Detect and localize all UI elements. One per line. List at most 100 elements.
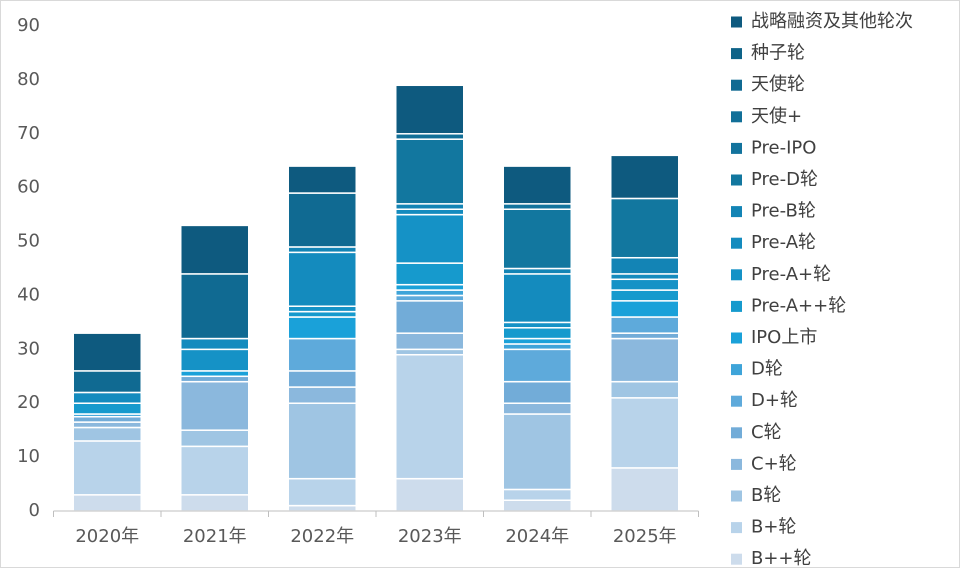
bar-segment bbox=[502, 348, 572, 383]
bar-segment bbox=[72, 332, 142, 372]
bar-segment bbox=[610, 332, 680, 340]
y-tick-label: 10 bbox=[17, 446, 40, 467]
bar-segment bbox=[395, 289, 465, 297]
bar-segment bbox=[610, 278, 680, 291]
bar-segment bbox=[610, 197, 680, 259]
legend-label: C+轮 bbox=[751, 453, 797, 474]
legend-label: C轮 bbox=[751, 422, 782, 443]
bar-segment bbox=[287, 246, 357, 254]
legend-label: Pre-IPO bbox=[751, 137, 816, 158]
bar-segment bbox=[287, 165, 357, 194]
y-tick-label: 70 bbox=[17, 123, 40, 144]
bar-segment bbox=[502, 488, 572, 501]
bar-segment bbox=[180, 429, 250, 448]
legend-swatch bbox=[731, 364, 742, 376]
bar-segment bbox=[180, 348, 250, 372]
legend-swatch bbox=[731, 522, 742, 534]
bar-segment bbox=[502, 321, 572, 329]
bar-segment bbox=[287, 402, 357, 480]
x-tick-label: 2024年 bbox=[505, 526, 569, 547]
bar-segment bbox=[395, 213, 465, 264]
bar-segment bbox=[395, 133, 465, 140]
bar-segment bbox=[287, 316, 357, 340]
y-tick-label: 20 bbox=[17, 392, 40, 413]
bar-segment bbox=[395, 353, 465, 480]
bar-segment bbox=[180, 445, 250, 496]
legend-label: Pre-B轮 bbox=[751, 201, 816, 222]
legend-label: IPO上市 bbox=[751, 327, 817, 348]
legend-label: Pre-D轮 bbox=[751, 169, 818, 190]
bar-segment bbox=[395, 283, 465, 291]
y-tick-label: 90 bbox=[17, 15, 40, 36]
bar-segment bbox=[395, 294, 465, 302]
legend-swatch bbox=[731, 48, 742, 60]
bar-segment bbox=[610, 300, 680, 318]
legend-label: Pre-A++轮 bbox=[751, 295, 846, 316]
y-tick-label: 50 bbox=[17, 231, 40, 252]
bar-segment bbox=[72, 440, 142, 496]
bar-segment bbox=[180, 370, 250, 378]
legend-swatch bbox=[731, 332, 742, 344]
bar-segment bbox=[72, 421, 142, 429]
bar-segment bbox=[502, 327, 572, 340]
bar-segment bbox=[502, 208, 572, 270]
bar-segment bbox=[72, 415, 142, 423]
legend-swatch bbox=[731, 458, 742, 470]
bar-segment bbox=[610, 289, 680, 302]
bar-segment bbox=[72, 370, 142, 394]
x-tick-label: 2025年 bbox=[613, 526, 677, 547]
bar-segment bbox=[180, 375, 250, 383]
bar-segment bbox=[395, 477, 465, 512]
x-tick-label: 2022年 bbox=[290, 526, 354, 547]
y-tick-label: 60 bbox=[17, 177, 40, 198]
bar-segment bbox=[395, 262, 465, 286]
legend-label: B+轮 bbox=[751, 517, 796, 538]
legend-swatch bbox=[731, 553, 742, 565]
bar-segment bbox=[395, 332, 465, 351]
legend-swatch bbox=[731, 79, 742, 91]
bar-segment bbox=[610, 154, 680, 200]
legend-label: Pre-A轮 bbox=[751, 232, 816, 253]
legend-label: 天使轮 bbox=[751, 74, 805, 95]
legend-swatch bbox=[731, 142, 742, 154]
legend-label: D+轮 bbox=[751, 390, 798, 411]
bar-segment bbox=[610, 337, 680, 383]
bar-segment bbox=[287, 305, 357, 313]
x-tick-label: 2021年 bbox=[183, 526, 247, 547]
bar-segment bbox=[502, 402, 572, 415]
legend-label: B++轮 bbox=[751, 548, 812, 568]
bar-segment bbox=[180, 273, 250, 340]
legend-swatch bbox=[731, 237, 742, 249]
legend-swatch bbox=[731, 269, 742, 281]
bar-segment bbox=[395, 203, 465, 210]
legend-label: 种子轮 bbox=[751, 43, 805, 64]
bar-segment bbox=[287, 310, 357, 318]
bar-segment bbox=[180, 337, 250, 351]
x-tick-label: 2023年 bbox=[398, 526, 462, 547]
legend-swatch bbox=[731, 174, 742, 186]
bar-segment bbox=[287, 192, 357, 248]
legend-label: B轮 bbox=[751, 485, 781, 506]
bar-segment bbox=[287, 251, 357, 307]
bar-segment bbox=[72, 402, 142, 415]
bar-segment bbox=[287, 337, 357, 372]
bar-segment bbox=[502, 343, 572, 351]
legend-label: Pre-A+轮 bbox=[751, 264, 831, 285]
y-tick-label: 0 bbox=[29, 500, 40, 521]
bar-segment bbox=[287, 477, 357, 507]
legend-swatch bbox=[731, 16, 742, 28]
legend-swatch bbox=[731, 111, 742, 123]
bar-segment bbox=[72, 494, 142, 512]
legend-label: 天使+ bbox=[751, 106, 802, 127]
legend-swatch bbox=[731, 427, 742, 439]
legend-label: D轮 bbox=[751, 359, 783, 380]
bar-segment bbox=[610, 397, 680, 469]
bar-segment bbox=[395, 348, 465, 356]
bar-segment bbox=[610, 467, 680, 512]
bar-segment bbox=[502, 499, 572, 512]
bar-segment bbox=[395, 138, 465, 205]
bar-segment bbox=[180, 380, 250, 431]
legend-swatch bbox=[731, 490, 742, 502]
legend-swatch bbox=[731, 206, 742, 218]
